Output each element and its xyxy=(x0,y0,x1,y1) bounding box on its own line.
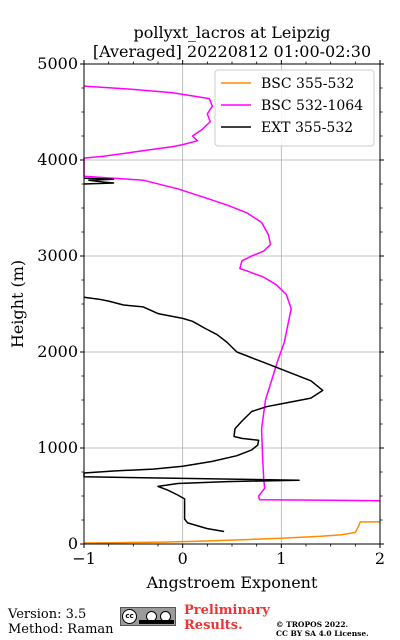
preliminary-line-1: Preliminary xyxy=(184,603,270,618)
series-line-ext-355-532 xyxy=(83,296,324,533)
series-line-ext-355-532 xyxy=(83,177,115,185)
copyright-line-1: © TROPOS 2022. xyxy=(276,620,349,629)
x-tick-label: 0 xyxy=(178,549,188,568)
x-axis-label: Angstroem Exponent xyxy=(146,573,318,592)
license-strip xyxy=(139,620,174,624)
legend-label: EXT 355-532 xyxy=(261,120,353,136)
cc-icon: cc xyxy=(122,609,137,624)
series-line-bsc-532-1064 xyxy=(83,85,381,502)
copyright-line-2: CC BY SA 4.0 License. xyxy=(276,629,369,638)
legend-box xyxy=(214,69,375,147)
y-axis-label: Height (m) xyxy=(8,260,27,348)
x-tick-label: −1 xyxy=(72,549,96,568)
x-tick-label: 1 xyxy=(276,549,286,568)
y-tick-label: 4000 xyxy=(37,150,78,169)
chart-title-line-2: [Averaged] 20220812 01:00-02:30 xyxy=(92,42,372,61)
x-tick-label: 2 xyxy=(375,549,385,568)
y-tick-label: 0 xyxy=(68,534,78,553)
copyright-note: © TROPOS 2022. CC BY SA 4.0 License. xyxy=(276,620,369,638)
legend-label: BSC 355-532 xyxy=(261,76,354,92)
legend: BSC 355-532 BSC 532-1064 EXT 355-532 xyxy=(214,69,375,147)
y-tick-label: 3000 xyxy=(37,246,78,265)
y-tick-label: 1000 xyxy=(37,438,78,457)
chart-title-line-1: pollyxt_lacros at Leipzig xyxy=(133,23,331,42)
series-lines xyxy=(83,85,381,544)
method-text: Method: Raman xyxy=(8,622,114,637)
axis-ticks xyxy=(80,60,384,548)
legend-label: BSC 532-1064 xyxy=(261,98,363,114)
y-tick-label: 5000 xyxy=(37,54,78,73)
cc-license-badge: cc xyxy=(120,607,176,626)
preliminary-line-2: Results. xyxy=(184,618,243,633)
version-text: Version: 3.5 xyxy=(8,607,87,622)
series-line-bsc-355-532 xyxy=(83,521,380,544)
y-tick-label: 2000 xyxy=(37,342,78,361)
preliminary-results-note: Preliminary Results. xyxy=(184,603,270,633)
